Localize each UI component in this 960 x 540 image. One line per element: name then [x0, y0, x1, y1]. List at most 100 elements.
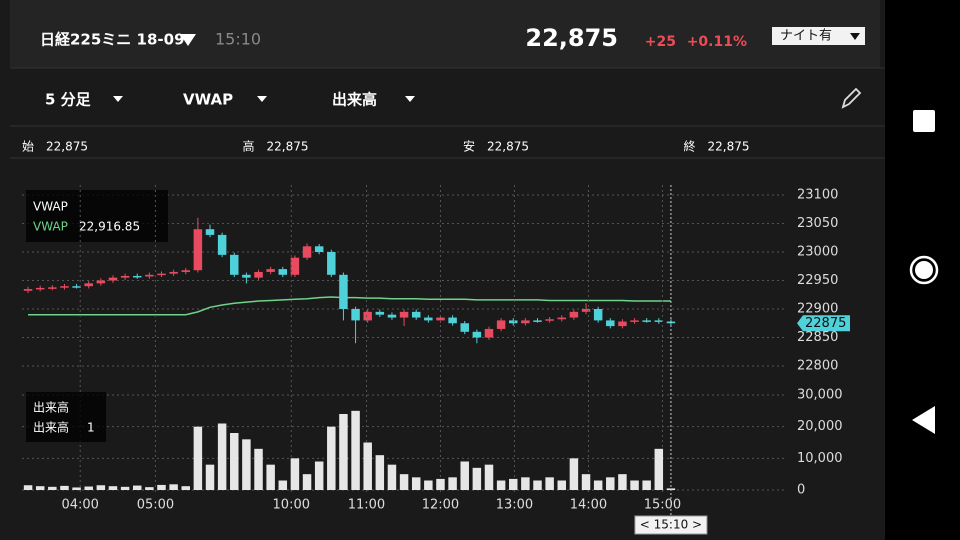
volume-bar [351, 410, 360, 490]
volume-bar [145, 487, 154, 490]
candle-body [278, 269, 288, 275]
volume-bar [314, 461, 324, 490]
ohlc-value: 22,875 [708, 140, 750, 154]
candle-body [521, 320, 530, 324]
volume-bar [242, 439, 251, 490]
candle-body [642, 320, 651, 322]
volume-bar [120, 486, 130, 490]
candle-body [84, 283, 93, 287]
candle-body [557, 317, 567, 320]
y-tick-label: 22850 [797, 330, 838, 345]
volume-bar [60, 485, 69, 490]
legend-title: 出来高 [33, 400, 69, 415]
indicator-select[interactable]: VWAP [183, 91, 233, 109]
back-button[interactable] [912, 406, 935, 434]
volume-bar [460, 461, 469, 490]
candle-body [242, 274, 251, 278]
volume-bar [448, 477, 457, 490]
volume-bar [193, 426, 203, 490]
x-tick-label: 13:00 [496, 498, 533, 513]
volume-bar [96, 485, 106, 490]
y-tick-label: 20,000 [797, 419, 843, 434]
symbol-dropdown[interactable] [180, 34, 196, 46]
change: +25 [645, 34, 676, 50]
session-button[interactable] [772, 27, 865, 45]
volume-bar [35, 486, 45, 490]
volume-bar [169, 484, 178, 490]
candle-body [132, 275, 142, 278]
candle-body [314, 246, 324, 252]
volume-bar [157, 484, 166, 490]
candle-body [230, 254, 239, 275]
candle-body [302, 246, 312, 258]
volume-bar [424, 480, 433, 490]
interval-dropdown[interactable] [113, 96, 123, 102]
candle-body [339, 274, 348, 309]
interval-select[interactable]: 5 分足 [45, 91, 92, 109]
candle-body [472, 331, 482, 338]
legend-series-value: 1 [87, 421, 95, 435]
candle-body [387, 314, 397, 318]
price: 22,875 [525, 24, 618, 52]
volume-bar [654, 448, 664, 490]
x-tick-label: 10:00 [273, 498, 310, 513]
legend-series-value: 22,916.85 [79, 220, 140, 234]
candle-body [424, 317, 433, 321]
candle-body [60, 286, 69, 288]
volume-bar [339, 414, 348, 490]
candle-body [48, 287, 57, 289]
ohlc-value: 22,875 [487, 140, 529, 154]
candle-body [120, 275, 130, 278]
y-tick-label: 23050 [797, 216, 838, 231]
volume-bar [363, 442, 372, 490]
candle-body [72, 286, 81, 288]
x-tick-label: 05:00 [137, 498, 174, 513]
volume-bar [569, 458, 579, 490]
symbol[interactable]: 日経225ミニ 18-09 [40, 31, 185, 49]
x-tick-label: 12:00 [422, 498, 459, 513]
x-tick-label: 14:00 [570, 498, 607, 513]
indicator-dropdown[interactable] [257, 96, 267, 102]
y-tick-label: 22950 [797, 273, 838, 288]
x-tick-label: 15:00 [644, 498, 681, 513]
y-tick-label: 23100 [797, 188, 838, 203]
volume-bar [132, 485, 142, 490]
candle-body [484, 328, 494, 338]
candle-body [460, 323, 469, 332]
volume-bar [108, 486, 118, 490]
candle-body [205, 229, 215, 235]
candle-body [96, 280, 106, 284]
candle-body [533, 320, 542, 322]
candle-body [193, 229, 203, 271]
candle-body [593, 309, 603, 321]
candle-body [266, 269, 275, 272]
volume-bar [593, 480, 603, 490]
legend-box [26, 392, 106, 442]
volume-bar [496, 480, 506, 490]
legend-series-name: VWAP [33, 220, 68, 234]
candle-body [351, 309, 360, 321]
home-button[interactable] [909, 255, 939, 285]
edit-button[interactable] [841, 87, 862, 109]
candle-body [448, 317, 457, 324]
recent-apps-button[interactable] [913, 110, 935, 132]
volume-select[interactable]: 出来高 [332, 91, 377, 109]
volume-bar [618, 474, 627, 490]
candle-body [411, 311, 421, 318]
y-tick-label: 23000 [797, 245, 838, 260]
session-button-label[interactable]: ナイト有 [780, 29, 832, 44]
volume-bar [411, 477, 421, 490]
volume-bar [266, 464, 275, 490]
volume-bar [472, 467, 482, 490]
candle-body [254, 271, 263, 278]
header-bar [10, 0, 880, 68]
volume-bar [521, 477, 530, 490]
candle-body [327, 252, 336, 275]
volume-dropdown[interactable] [405, 96, 415, 102]
candle-body [569, 311, 579, 318]
candle-body [35, 287, 45, 290]
ohlc-value: 22,875 [267, 140, 309, 154]
candle-body [606, 320, 615, 327]
